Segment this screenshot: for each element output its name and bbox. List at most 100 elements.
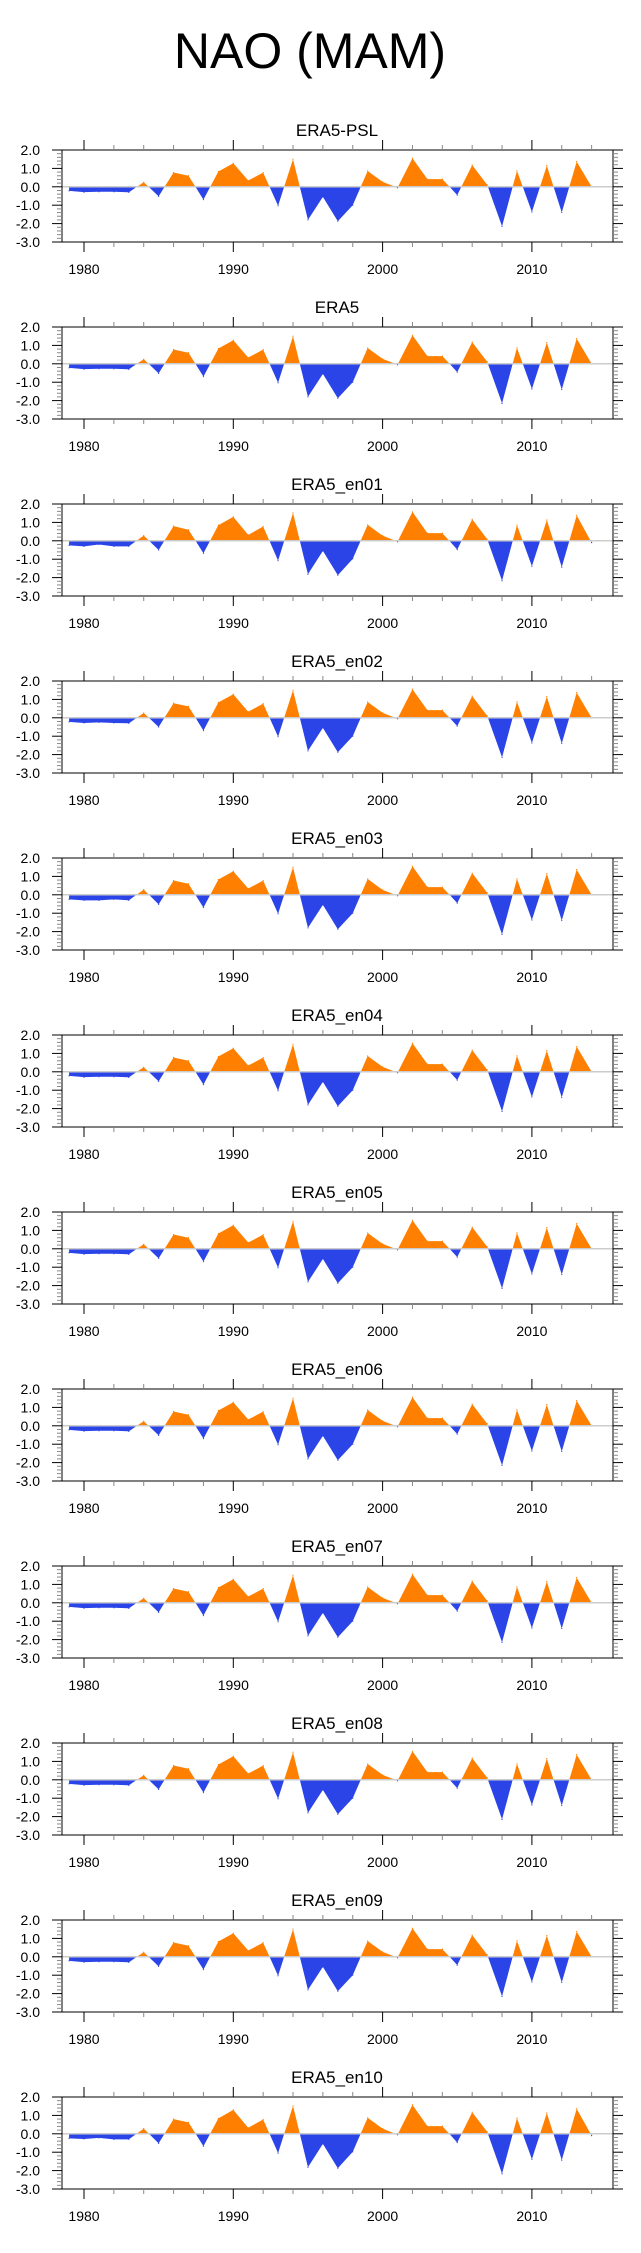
y-tick-label: 2.0 bbox=[21, 1027, 41, 1043]
x-tick-label: 1980 bbox=[68, 1854, 99, 1870]
data-point bbox=[456, 371, 458, 373]
y-tick-label: 0.0 bbox=[21, 1241, 41, 1257]
data-point bbox=[441, 1594, 443, 1596]
negative-area bbox=[69, 1779, 592, 1820]
y-tick-label: 0.0 bbox=[21, 1949, 41, 1965]
data-point bbox=[83, 1961, 85, 1963]
data-point bbox=[143, 1420, 145, 1422]
data-point bbox=[441, 2125, 443, 2127]
y-tick-label: -1.0 bbox=[16, 1613, 40, 1629]
x-tick-label: 2000 bbox=[367, 792, 398, 808]
data-point bbox=[277, 736, 279, 738]
y-tick-label: 1.0 bbox=[21, 691, 41, 707]
x-tick-label: 1990 bbox=[218, 1854, 249, 1870]
data-point bbox=[158, 1080, 160, 1082]
x-tick-label: 2010 bbox=[516, 1500, 547, 1516]
y-tick-label: -1.0 bbox=[16, 551, 40, 567]
data-point bbox=[352, 912, 354, 914]
data-point bbox=[83, 1253, 85, 1255]
negative-area bbox=[69, 186, 592, 227]
data-point bbox=[456, 1787, 458, 1789]
negative-area bbox=[69, 1425, 592, 1466]
y-tick-label: -1.0 bbox=[16, 1967, 40, 1983]
data-point bbox=[98, 1607, 100, 1609]
data-point bbox=[322, 1789, 324, 1791]
data-point bbox=[337, 220, 339, 222]
data-point bbox=[232, 516, 234, 518]
data-point bbox=[83, 722, 85, 724]
y-tick-label: -3.0 bbox=[16, 765, 40, 781]
data-point bbox=[247, 1241, 249, 1244]
data-point bbox=[217, 701, 219, 703]
data-point bbox=[322, 1435, 324, 1437]
negative-area bbox=[69, 894, 592, 935]
y-tick-label: 1.0 bbox=[21, 160, 41, 176]
data-point bbox=[232, 1932, 234, 1934]
data-point bbox=[68, 1960, 70, 1962]
data-point bbox=[486, 891, 488, 894]
positive-area bbox=[69, 689, 592, 718]
y-tick-label: -2.0 bbox=[16, 924, 40, 940]
data-point bbox=[98, 543, 100, 546]
data-point bbox=[292, 2105, 294, 2107]
data-point bbox=[501, 1464, 503, 1466]
data-point bbox=[576, 337, 578, 340]
data-point bbox=[531, 1450, 533, 1452]
data-point bbox=[292, 1751, 294, 1753]
data-point bbox=[247, 356, 249, 359]
data-point bbox=[113, 1430, 115, 1432]
data-point bbox=[158, 372, 160, 374]
positive-area bbox=[69, 1928, 592, 1957]
data-point bbox=[426, 1948, 428, 1950]
data-point bbox=[262, 2118, 264, 2121]
data-point bbox=[486, 2130, 488, 2133]
data-point bbox=[546, 1935, 548, 1937]
data-point bbox=[113, 722, 115, 724]
positive-area bbox=[69, 1574, 592, 1603]
data-point bbox=[337, 1636, 339, 1638]
data-point bbox=[83, 1607, 85, 1609]
positive-area bbox=[69, 158, 592, 187]
data-point bbox=[322, 2143, 324, 2145]
data-point bbox=[68, 1075, 70, 1077]
data-point bbox=[322, 1081, 324, 1083]
data-point bbox=[322, 196, 324, 198]
data-point bbox=[546, 1758, 548, 1760]
x-tick-label: 1980 bbox=[68, 438, 99, 454]
data-point bbox=[471, 164, 473, 166]
data-point bbox=[307, 219, 309, 221]
y-tick-label: -3.0 bbox=[16, 1119, 40, 1135]
data-point bbox=[158, 1788, 160, 1790]
data-point bbox=[98, 368, 100, 370]
data-point bbox=[217, 1763, 219, 1766]
data-point bbox=[501, 933, 503, 935]
data-point bbox=[382, 712, 384, 714]
panel-title: ERA5 bbox=[315, 298, 359, 317]
data-point bbox=[471, 518, 473, 520]
data-point bbox=[68, 721, 70, 723]
data-point bbox=[546, 1581, 548, 1583]
data-point bbox=[531, 565, 533, 567]
data-point bbox=[128, 722, 130, 724]
x-tick-label: 1990 bbox=[218, 2208, 249, 2224]
data-point bbox=[68, 367, 70, 369]
data-point bbox=[322, 904, 324, 906]
data-point bbox=[426, 1417, 428, 1419]
data-point bbox=[292, 158, 294, 160]
data-point bbox=[262, 1588, 264, 1590]
data-point bbox=[531, 388, 533, 390]
y-tick-label: -1.0 bbox=[16, 2144, 40, 2160]
data-point bbox=[307, 1635, 309, 1637]
x-tick-label: 1990 bbox=[218, 1500, 249, 1516]
data-point bbox=[367, 1055, 369, 1057]
data-point bbox=[486, 1245, 488, 1248]
data-point bbox=[501, 580, 503, 582]
y-tick-label: 0.0 bbox=[21, 179, 41, 195]
data-point bbox=[531, 2158, 533, 2160]
data-point bbox=[352, 558, 354, 560]
y-tick-label: 1.0 bbox=[21, 1930, 41, 1946]
data-point bbox=[367, 1586, 369, 1588]
data-point bbox=[576, 691, 578, 694]
data-point bbox=[456, 194, 458, 196]
data-point bbox=[307, 1458, 309, 1460]
